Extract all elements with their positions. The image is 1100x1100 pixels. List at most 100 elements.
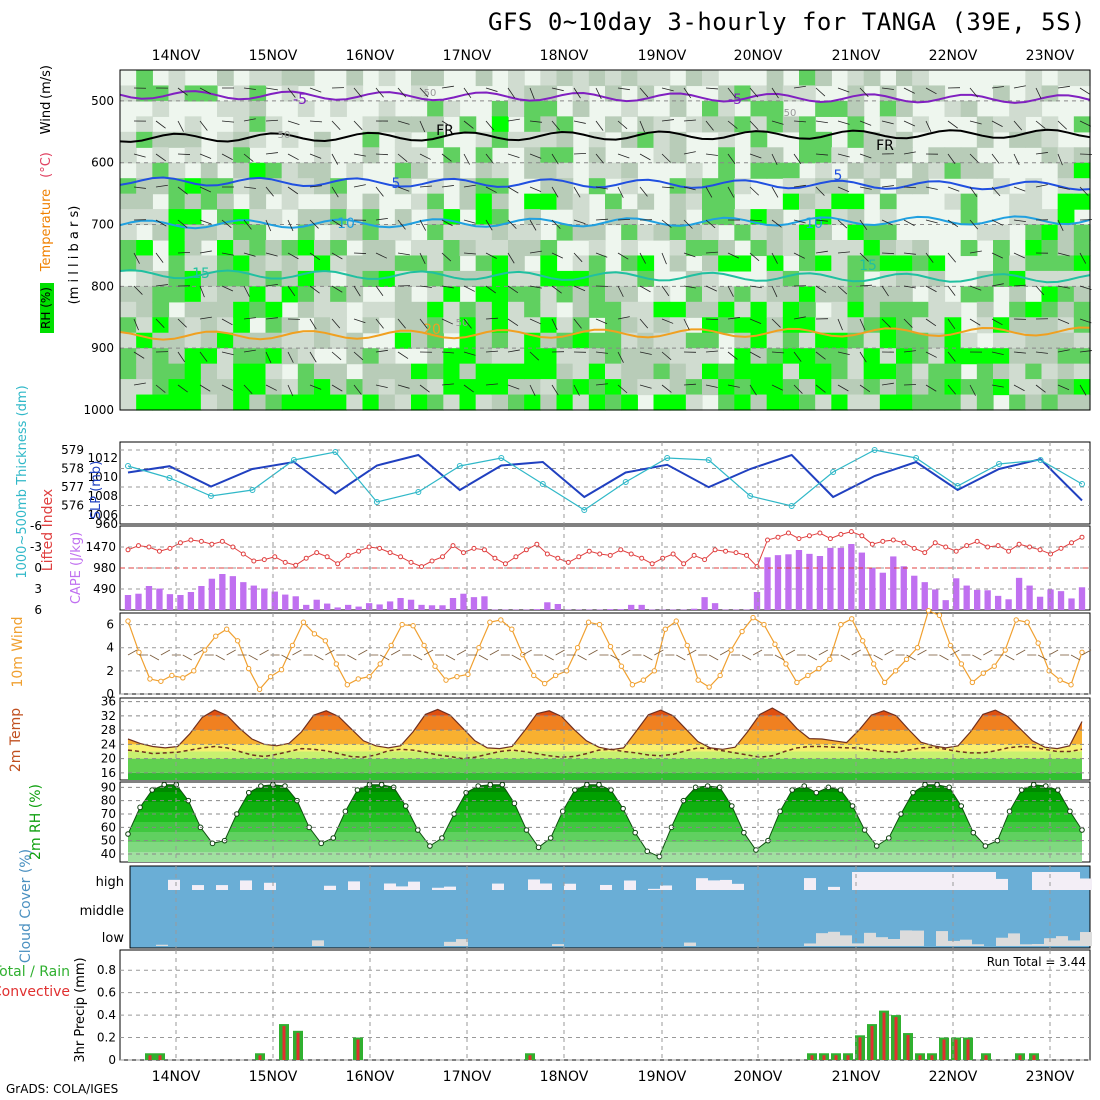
wind-speed-point [870,661,877,667]
rh-point [777,808,783,815]
rh-cell [831,301,849,318]
cape-bar [407,599,415,610]
rh-point [511,800,518,807]
wind-speed-point [147,676,153,682]
rh-cell [734,379,752,396]
wind-barb [639,384,652,389]
rh-cell [475,394,493,411]
rh-cell [394,332,412,349]
rh-cell [346,394,364,411]
wind-barb [243,317,256,320]
wind-speed-point [958,661,965,667]
rh-cell [136,363,153,380]
rh-cell [976,363,994,380]
rh-cell [556,317,574,334]
wind-barb [551,252,564,259]
lifted-point [135,543,141,549]
rh-cell [847,240,865,257]
rh-cell [976,116,994,133]
wind-barb [903,384,917,386]
rh-cell [960,379,978,396]
rh-cell [491,224,509,241]
cape-tick-label: 1470 [85,540,116,554]
rh-cell [508,348,525,365]
rh-cell [799,85,816,102]
pressure-tick-label: 700 [91,218,114,232]
isotherm-line [119,326,1091,341]
rh-cell [491,394,509,411]
temp-tick-label: 16 [101,766,116,780]
rh-cell [168,379,186,396]
rh-point [330,835,337,841]
rh-cell [120,240,137,257]
wind-barb [617,120,628,130]
wind-barb [903,350,916,353]
rh-cell [459,363,477,380]
wind-barb [199,250,212,254]
wind-barb [793,351,802,362]
lifted-point [639,555,645,561]
rh-point [837,787,844,793]
bottom-date-label: 22NOV [929,1069,978,1085]
rh-cell [685,394,703,411]
wind-barb [177,186,188,195]
rh-cell [168,363,186,380]
wind-barb [727,252,740,259]
rh-cell [443,147,461,164]
rh-cell [572,332,590,349]
thickness-point [913,455,920,461]
wind-barb [925,120,932,133]
rh-cell [1073,348,1091,365]
rh-cell [847,224,865,241]
temp-tick-label: 32 [101,709,116,723]
rh-cell [572,301,590,318]
wind-barb [639,186,648,197]
rh-cell [394,379,412,396]
rh-cell [411,240,428,257]
rh-cell [297,348,315,365]
wind-barb [485,219,493,231]
rh-cell [1025,363,1043,380]
lifted-point [796,536,802,542]
wind-barb [221,285,234,292]
rh-cell [233,209,250,226]
rh-cell [556,193,574,210]
wind-barb [705,285,718,292]
lifted-point [681,561,687,567]
rh-cell [249,162,267,179]
wind-barb [375,318,384,329]
lifted-point [471,545,477,551]
wind-barb [551,87,564,92]
rh-cell [249,224,267,241]
surface-wind-barb [511,654,521,661]
rh-cell [394,116,412,133]
rh-cell [637,332,655,349]
cloud-high-cell [1056,872,1068,890]
rh-cell [281,70,299,87]
thickness-point [996,461,1003,467]
cape-bar [785,554,792,610]
rh-cell [863,147,881,164]
rh-cell [815,348,832,365]
wind-barb [507,118,520,122]
cloud-low-cell [312,940,324,946]
rh-cell [540,255,558,272]
rh-cell [281,286,299,303]
precip-convective-bar [1018,1055,1022,1060]
rh-cell [1025,317,1043,334]
wind-barb [881,185,894,188]
wind-barb [837,351,850,356]
surface-wind-barb [1048,649,1059,656]
rh-cell [475,332,493,349]
rh-cell [1057,193,1075,210]
cloud-low-cell [1032,944,1044,946]
cloud-high-cell [732,883,744,890]
rh-cell [475,301,493,318]
rh-cell [621,317,638,334]
cape-bar [261,588,268,610]
lifted-point [534,541,540,547]
rh-cell [782,317,800,334]
lifted-point [555,555,561,561]
